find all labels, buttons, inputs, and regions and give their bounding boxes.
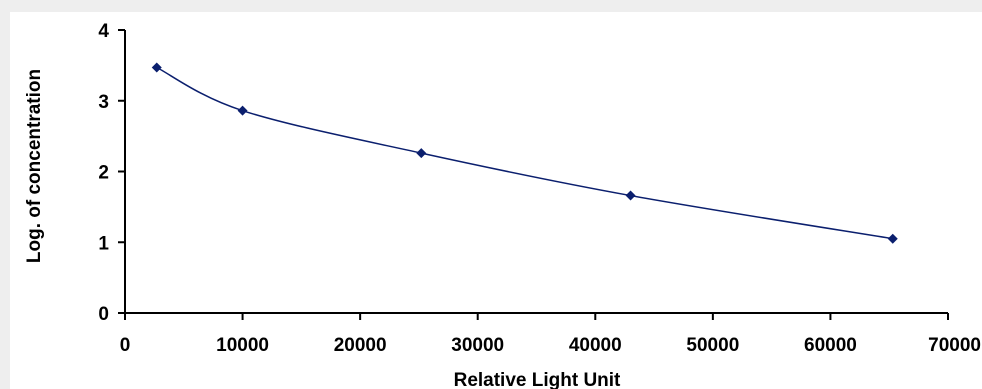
x-tick-label: 40000 [569,335,622,356]
data-point [237,105,248,116]
series [151,62,898,244]
x-tick-label: 0 [120,335,131,356]
y-ticks: 0 1 2 3 4 [98,21,125,325]
y-tick-label: 1 [98,233,109,254]
y-tick-label: 3 [98,92,109,113]
x-ticks: 0 10000 20000 30000 40000 50000 60000 70000 [120,313,981,356]
data-point [887,233,898,244]
y-axis-title: Log. of concentration [24,69,45,263]
x-tick-label: 10000 [216,335,269,356]
chart-frame [10,12,982,389]
x-tick-label: 30000 [451,335,504,356]
data-point [151,62,162,73]
fit-curve [156,66,893,240]
data-point [625,190,636,201]
data-point [416,148,427,159]
x-axis-title: Relative Light Unit [454,370,621,389]
x-tick-label: 20000 [334,335,387,356]
x-tick-label: 60000 [804,335,857,356]
y-tick-label: 2 [98,163,109,184]
y-tick-label: 4 [98,21,109,42]
x-tick-label: 70000 [928,335,981,356]
axes [124,30,948,314]
y-tick-label: 0 [98,304,109,325]
x-tick-label: 50000 [686,335,739,356]
